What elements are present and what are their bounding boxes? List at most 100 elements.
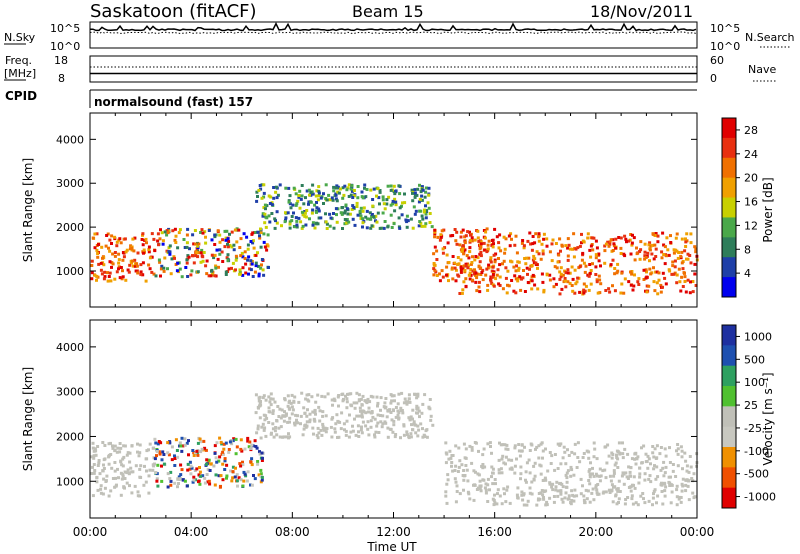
echo-cell	[400, 213, 404, 217]
echo-cell	[177, 482, 180, 485]
echo-cell	[267, 421, 271, 424]
echo-cell	[676, 452, 680, 456]
echo-cell	[322, 192, 325, 196]
echo-cell	[684, 489, 688, 493]
echo-cell	[407, 397, 411, 401]
echo-cell	[226, 245, 230, 249]
echo-cell	[623, 502, 627, 506]
echo-cell	[181, 478, 185, 482]
echo-cell	[532, 464, 536, 468]
echo-cell	[134, 464, 138, 468]
echo-cell	[655, 444, 659, 448]
echo-cell	[284, 211, 287, 215]
echo-cell	[533, 461, 537, 465]
echo-cell	[575, 466, 579, 469]
echo-cell	[653, 488, 657, 492]
echo-cell	[462, 280, 466, 284]
echo-cell	[610, 451, 614, 455]
echo-cell	[156, 484, 160, 488]
echo-cell	[350, 185, 354, 189]
echo-cell	[273, 226, 277, 230]
echo-cell	[394, 415, 398, 419]
echo-cell	[118, 237, 122, 241]
echo-cell	[256, 424, 260, 428]
echo-cell	[290, 393, 294, 397]
echo-cell	[230, 479, 234, 483]
echo-cell	[427, 405, 431, 409]
echo-cell	[330, 196, 334, 200]
echo-cell	[462, 469, 466, 472]
echo-cell	[235, 240, 239, 244]
echo-cell	[497, 257, 500, 260]
echo-cell	[369, 425, 373, 429]
echo-cell	[355, 401, 359, 405]
echo-cell	[539, 442, 543, 446]
echo-cell	[218, 248, 222, 252]
echo-cell	[355, 391, 359, 395]
echo-cell	[377, 431, 381, 434]
echo-cell	[111, 252, 115, 256]
echo-cell	[592, 441, 596, 445]
echo-cell	[608, 242, 612, 246]
echo-cell	[625, 240, 628, 244]
echo-cell	[441, 251, 445, 255]
echo-cell	[299, 197, 303, 201]
echo-cell	[588, 500, 592, 504]
echo-cell	[584, 284, 588, 288]
echo-cell	[360, 190, 364, 194]
echo-cell	[490, 465, 494, 469]
echo-cell	[267, 214, 271, 218]
echo-cell	[110, 242, 113, 245]
echo-cell	[376, 401, 380, 405]
echo-cell	[110, 265, 113, 269]
station-title: Saskatoon (fitACF)	[90, 1, 257, 22]
echo-cell	[535, 250, 539, 254]
echo-cell	[389, 213, 393, 217]
echo-cell	[488, 488, 491, 492]
echo-cell	[496, 492, 499, 496]
echo-cell	[158, 237, 162, 241]
echo-cell	[117, 252, 121, 256]
echo-cell	[205, 272, 209, 276]
echo-cell	[455, 490, 459, 493]
echo-cell	[271, 397, 275, 401]
echo-cell	[489, 256, 493, 260]
echo-cell	[127, 471, 131, 475]
echo-cell	[468, 444, 472, 448]
echo-cell	[279, 416, 283, 420]
echo-cell	[668, 461, 672, 464]
echo-cell	[262, 394, 266, 398]
echo-cell	[636, 455, 640, 459]
echo-cell	[486, 243, 490, 247]
echo-cell	[535, 503, 539, 507]
echo-cell	[113, 235, 117, 239]
echo-cell	[231, 261, 235, 265]
echo-cell	[564, 279, 568, 283]
echo-cell	[516, 279, 520, 283]
echo-cell	[282, 419, 286, 423]
echo-cell	[672, 272, 676, 276]
echo-cell	[502, 461, 506, 465]
echo-cell	[196, 441, 200, 445]
echo-cell	[392, 190, 396, 193]
echo-cell	[154, 274, 158, 278]
echo-cell	[635, 252, 639, 256]
echo-cell	[415, 407, 419, 411]
echo-cell	[607, 488, 611, 492]
echo-cell	[373, 435, 377, 439]
echo-cell	[392, 394, 396, 398]
echo-cell	[93, 273, 97, 277]
echo-cell	[130, 444, 134, 448]
echo-cell	[552, 495, 556, 498]
echo-cell	[341, 196, 345, 200]
echo-cell	[405, 433, 409, 437]
echo-cell	[197, 473, 201, 477]
echo-cell	[530, 287, 534, 291]
echo-cell	[221, 462, 225, 466]
echo-cell	[612, 474, 616, 478]
echo-cell	[691, 491, 695, 495]
echo-cell	[660, 481, 663, 485]
echo-cell	[357, 430, 360, 434]
echo-cell	[525, 266, 529, 270]
echo-cell	[310, 395, 314, 399]
